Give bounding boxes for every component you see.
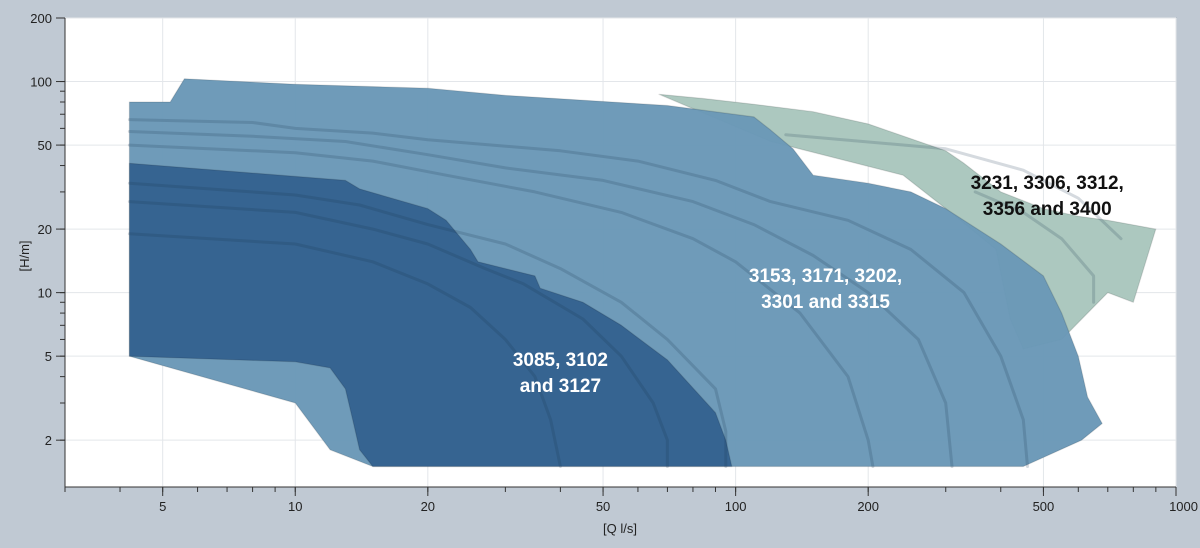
x-tick-label: 200 xyxy=(857,499,879,514)
x-tick-label: 500 xyxy=(1033,499,1055,514)
impeller-curve xyxy=(973,190,1096,304)
y-tick-label: 10 xyxy=(38,286,52,301)
impeller-curve xyxy=(127,181,728,468)
x-axis-title: [Q l/s] xyxy=(603,521,637,536)
y-axis-title: [H/m] xyxy=(17,240,32,271)
impeller-curve xyxy=(127,200,669,468)
axes: 5 10 20 50 100 200 500 1000 2 5 10 20 50 100 200 xyxy=(30,11,1198,514)
x-tick-label: 50 xyxy=(596,499,610,514)
x-tick-label: 10 xyxy=(288,499,302,514)
y-tick-label: 20 xyxy=(38,222,52,237)
region-label-3153-3171-3202-3301-and-3315: 3153, 3171, 3202, 3301 and 3315 xyxy=(749,266,902,313)
x-tick-label: 20 xyxy=(421,499,435,514)
y-tick-label: 100 xyxy=(30,75,52,90)
region-label-3231-3306-3312-3356-and-3400: 3231, 3306, 3312, 3356 and 3400 xyxy=(971,173,1124,220)
region-3085-3102-and-3127 xyxy=(128,162,733,468)
x-tick-label: 1000 xyxy=(1169,499,1198,514)
y-tick-label: 50 xyxy=(38,138,52,153)
impeller-curve xyxy=(784,133,1123,241)
impeller-curve xyxy=(127,232,562,468)
x-tick-label: 100 xyxy=(725,499,747,514)
performance-regions xyxy=(128,78,1157,468)
y-tick-label: 5 xyxy=(45,349,52,364)
impeller-curves xyxy=(127,118,1123,468)
y-tick-label: 200 xyxy=(30,11,52,26)
impeller-curve xyxy=(127,118,1029,468)
x-tick-label: 5 xyxy=(159,499,166,514)
impeller-curve xyxy=(127,143,875,468)
region-labels: 3231, 3306, 3312, 3356 and 3400 3153, 3171… xyxy=(513,173,1124,397)
impeller-curve xyxy=(127,130,954,468)
region-label-3085-3102-and-3127: 3085, 3102 and 3127 xyxy=(513,350,608,397)
y-tick-label: 2 xyxy=(45,433,52,448)
